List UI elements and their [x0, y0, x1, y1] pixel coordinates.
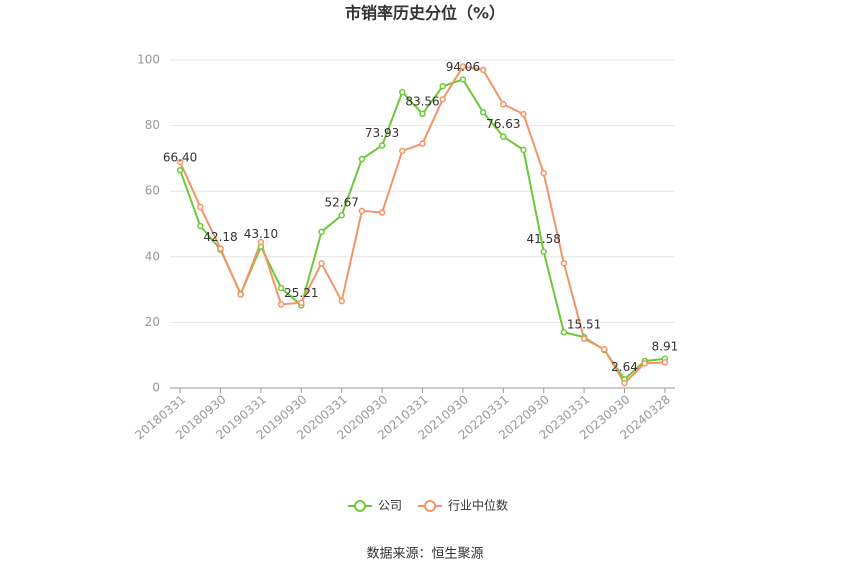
chart-title: 市销率历史分位（%）: [345, 4, 505, 23]
y-tick-label: 20: [145, 315, 160, 329]
y-tick-label: 0: [152, 381, 160, 395]
point: [378, 209, 386, 216]
data-label: 43.10: [244, 227, 278, 241]
point: [641, 360, 648, 367]
data-label: 52.67: [325, 196, 359, 210]
point: [459, 76, 467, 83]
point: [459, 63, 467, 70]
point: [399, 88, 406, 96]
point: [500, 133, 507, 140]
data-label: 76.63: [486, 117, 520, 131]
point: [419, 110, 426, 118]
point: [479, 66, 487, 74]
point: [318, 260, 325, 267]
point: [197, 203, 204, 211]
point: [560, 328, 568, 336]
point: [520, 110, 527, 118]
point: [298, 299, 305, 306]
point: [277, 284, 285, 292]
point: [419, 140, 426, 147]
y-tick-label: 80: [145, 118, 160, 132]
data-label: 25.21: [284, 286, 318, 300]
point: [540, 248, 547, 255]
data-label: 15.51: [567, 318, 601, 332]
legend-marker: [354, 500, 366, 512]
point: [338, 297, 345, 305]
legend-label: 公司: [378, 499, 402, 513]
point: [479, 108, 487, 116]
point: [378, 142, 386, 149]
y-tick-label: 40: [145, 249, 160, 263]
point: [621, 379, 628, 387]
point: [358, 155, 366, 163]
source-note: 数据来源：恒生聚源: [366, 547, 483, 562]
data-label: 83.56: [405, 94, 439, 108]
data-label: 66.40: [163, 151, 197, 165]
y-tick-label: 60: [145, 184, 160, 198]
point: [601, 346, 608, 353]
point: [217, 245, 224, 252]
point: [277, 301, 285, 308]
legend-label: 行业中位数: [448, 498, 508, 513]
y-tick-label: 100: [137, 53, 160, 67]
point: [197, 222, 204, 230]
point: [358, 207, 366, 215]
data-label: 42.18: [203, 230, 237, 244]
point: [439, 96, 446, 103]
data-label: 2.64: [611, 360, 638, 374]
point: [439, 82, 446, 90]
point: [500, 101, 507, 108]
point: [237, 291, 244, 298]
data-label: 8.91: [652, 339, 679, 353]
legend-marker: [424, 500, 437, 512]
point: [338, 211, 345, 219]
data-label: 41.58: [527, 232, 561, 246]
point: [257, 238, 265, 246]
point: [661, 359, 669, 366]
point: [176, 158, 184, 166]
data-label: 94.06: [446, 60, 480, 74]
point: [399, 147, 406, 155]
point: [580, 335, 588, 343]
point: [540, 169, 547, 177]
point: [560, 260, 568, 267]
point: [520, 146, 527, 154]
point: [318, 228, 325, 236]
data-label: 73.93: [365, 126, 399, 140]
point: [176, 166, 184, 174]
